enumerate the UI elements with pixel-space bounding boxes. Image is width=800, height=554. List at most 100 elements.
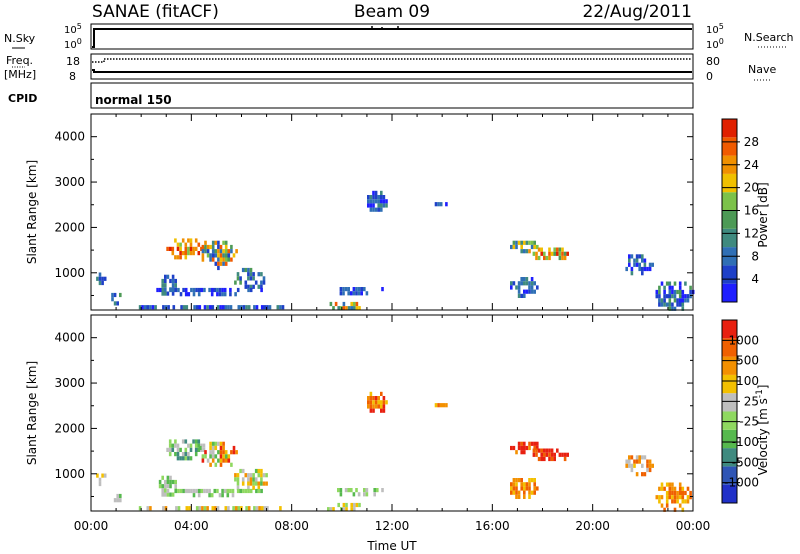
heatmap-cell	[646, 459, 649, 464]
heatmap-cell	[434, 202, 438, 207]
heatmap-cell	[635, 262, 639, 267]
heatmap-cell	[195, 506, 199, 511]
heatmap-cell	[350, 507, 353, 512]
heatmap-cell	[236, 485, 240, 490]
heatmap-cell	[161, 488, 164, 493]
heatmap-cell	[219, 458, 223, 463]
heatmap-cell	[174, 488, 178, 494]
heatmap-cell	[209, 441, 212, 446]
heatmap-cell	[355, 306, 359, 311]
heatmap-cell	[166, 475, 170, 480]
heatmap-cell	[525, 249, 529, 254]
heatmap-cell	[537, 456, 541, 462]
heatmap-cell	[168, 443, 172, 448]
heatmap-cell	[231, 488, 235, 494]
heatmap-cell	[655, 289, 659, 295]
heatmap-cell	[166, 447, 169, 452]
nsearch-label: N.Search	[744, 31, 794, 44]
x-tick-label: 08:00	[274, 519, 309, 533]
heatmap-cell	[184, 452, 188, 457]
heatmap-cell	[211, 249, 215, 254]
heatmap-cell	[369, 207, 373, 212]
heatmap-cell	[172, 305, 176, 310]
heatmap-cell	[171, 246, 175, 251]
heatmap-cell	[638, 455, 641, 460]
heatmap-cell	[686, 486, 690, 491]
heatmap-cell	[668, 490, 672, 496]
heatmap-cell	[676, 302, 679, 307]
heatmap-cell	[646, 266, 649, 272]
heatmap-cell	[658, 285, 661, 290]
colorbar-swatch	[722, 448, 737, 467]
heatmap-cell	[200, 443, 203, 448]
heatmap-cell	[350, 502, 353, 508]
heatmap-cell	[227, 506, 230, 511]
heatmap-cell	[528, 249, 531, 254]
heatmap-cell	[260, 477, 263, 482]
heatmap-cell	[561, 251, 564, 256]
heatmap-cell	[184, 251, 188, 256]
heatmap-cell	[678, 486, 682, 491]
heatmap-cell	[98, 276, 102, 281]
heatmap-cell	[515, 478, 518, 483]
y-tick-label: 3000	[54, 175, 85, 189]
heatmap-cell	[244, 473, 248, 478]
heatmap-cell	[234, 473, 237, 478]
heatmap-cell	[437, 403, 440, 408]
heatmap-cell	[537, 448, 541, 453]
heatmap-cell	[209, 244, 212, 250]
heatmap-cell	[198, 506, 202, 511]
heatmap-cell	[211, 445, 215, 451]
heatmap-cell	[254, 477, 258, 482]
heatmap-cell	[208, 305, 212, 310]
heatmap-cell	[550, 452, 554, 457]
heatmap-cell	[344, 287, 348, 292]
heatmap-cell	[630, 455, 634, 460]
heatmap-cell	[192, 251, 195, 256]
heatmap-cell	[537, 255, 541, 261]
heatmap-cell	[227, 253, 231, 258]
heatmap-cell	[543, 452, 546, 457]
heatmap-cell	[655, 495, 659, 500]
heatmap-cell	[556, 247, 559, 252]
heatmap-cell	[171, 443, 175, 448]
heatmap-cell	[445, 202, 448, 207]
heatmap-cell	[201, 249, 205, 254]
heatmap-cell	[252, 284, 255, 289]
heatmap-cell	[181, 238, 185, 243]
heatmap-cell	[633, 459, 636, 464]
heatmap-cell	[177, 488, 180, 494]
heatmap-cell	[214, 249, 218, 254]
heatmap-cell	[367, 195, 370, 200]
heatmap-cell	[171, 447, 175, 452]
heatmap-cell	[528, 445, 531, 451]
heatmap-cell	[174, 443, 177, 448]
colorbar-tick-label: 8	[751, 249, 759, 263]
heatmap-cell	[530, 289, 534, 294]
heatmap-cell	[369, 404, 373, 409]
heatmap-cell	[517, 490, 521, 495]
heatmap-cell	[353, 301, 356, 307]
x-tick-label: 00:00	[74, 519, 109, 533]
heatmap-cell	[222, 454, 225, 459]
heatmap-cell	[265, 473, 268, 478]
heatmap-cell	[184, 439, 188, 444]
heatmap-cell	[681, 306, 685, 311]
heatmap-cell	[116, 498, 119, 503]
heatmap-cell	[553, 456, 556, 462]
heatmap-cell	[442, 403, 446, 408]
heatmap-cell	[116, 493, 119, 499]
heatmap-cell	[543, 255, 546, 261]
heatmap-cell	[678, 298, 682, 303]
heatmap-cell	[673, 289, 677, 295]
heatmap-cell	[143, 305, 147, 310]
heatmap-cell	[563, 456, 567, 462]
heatmap-cell	[189, 443, 193, 448]
heatmap-cell	[164, 278, 167, 284]
heatmap-cell	[548, 456, 551, 462]
heatmap-cell	[517, 494, 521, 499]
cpid-value: normal 150	[95, 93, 172, 107]
heatmap-cell	[204, 249, 207, 254]
heatmap-cell	[660, 486, 664, 491]
